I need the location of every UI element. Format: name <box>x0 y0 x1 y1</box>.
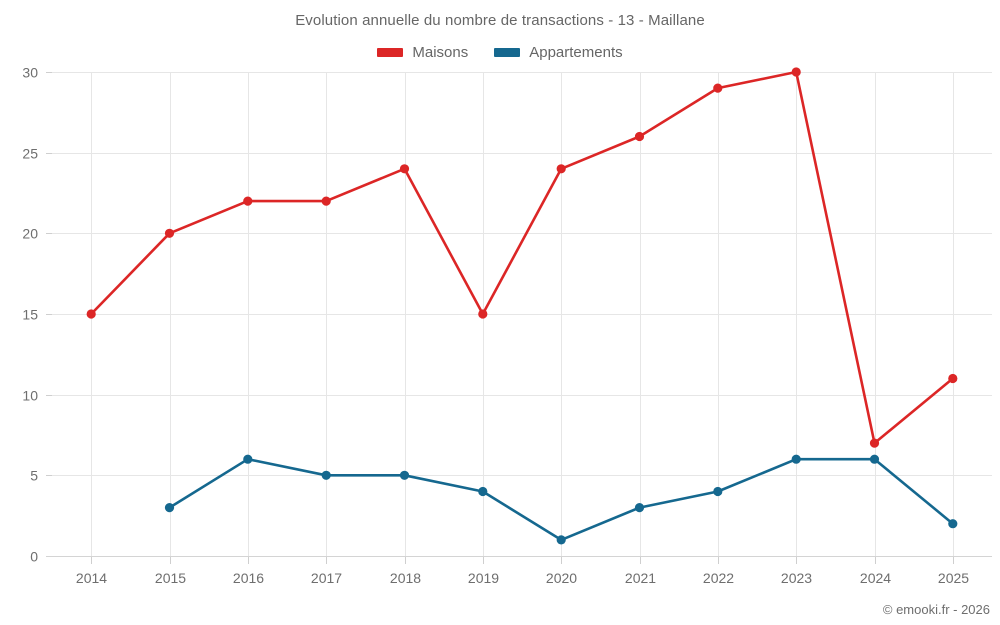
y-axis-tick-label: 15 <box>22 307 38 323</box>
x-axis-tick-label: 2017 <box>311 570 342 586</box>
data-point-maisons[interactable] <box>634 131 645 142</box>
chart-credit: © emooki.fr - 2026 <box>882 602 990 617</box>
y-axis-tick-label: 25 <box>22 146 38 162</box>
legend-item-label: Maisons <box>412 44 469 61</box>
x-axis-tick-label: 2016 <box>233 570 264 586</box>
series-line-maisons <box>89 70 955 445</box>
data-point-maisons[interactable] <box>399 164 410 174</box>
data-point-appartements[interactable] <box>399 470 410 480</box>
y-axis-tick-label: 30 <box>22 65 38 81</box>
data-point-appartements[interactable] <box>164 503 175 513</box>
x-axis-tick-label: 2020 <box>546 570 577 586</box>
data-point-maisons[interactable] <box>478 309 488 319</box>
data-point-maisons[interactable] <box>948 373 958 384</box>
y-axis-tick-label: 10 <box>22 388 38 404</box>
x-axis-tick-label: 2014 <box>76 570 107 586</box>
legend-item-maisons[interactable]: Maisons <box>377 44 468 61</box>
data-point-maisons[interactable] <box>791 67 801 77</box>
x-axis-tick-label: 2018 <box>390 570 421 586</box>
legend-swatch-icon <box>494 48 521 57</box>
data-point-maisons[interactable] <box>321 196 331 206</box>
data-point-appartements[interactable] <box>713 486 723 497</box>
data-point-appartements[interactable] <box>243 454 253 464</box>
data-point-appartements[interactable] <box>869 454 880 464</box>
data-point-maisons[interactable] <box>869 438 880 448</box>
x-axis-tick-label: 2019 <box>468 570 499 586</box>
x-axis-tick-label: 2024 <box>860 570 891 586</box>
x-axis-tick-label: 2025 <box>938 570 969 586</box>
x-axis-tick-label: 2021 <box>625 570 656 586</box>
x-axis-tick-label: 2022 <box>703 570 734 586</box>
x-axis-tick-label: 2023 <box>781 570 812 586</box>
data-point-appartements[interactable] <box>321 470 331 480</box>
data-point-appartements[interactable] <box>478 486 488 497</box>
data-point-maisons[interactable] <box>86 309 96 319</box>
data-point-maisons[interactable] <box>243 196 253 206</box>
legend-item-label: Appartements <box>529 44 623 61</box>
data-point-appartements[interactable] <box>634 503 645 513</box>
y-axis-tick-label: 5 <box>30 468 38 484</box>
legend-swatch-icon <box>377 48 404 57</box>
data-point-appartements[interactable] <box>556 535 566 545</box>
legend-item-appartements[interactable]: Appartements <box>494 44 623 61</box>
data-point-maisons[interactable] <box>556 164 566 174</box>
data-point-maisons[interactable] <box>164 228 175 238</box>
x-axis-tick-label: 2015 <box>155 570 186 586</box>
data-point-maisons[interactable] <box>713 83 723 93</box>
chart-title: Evolution annuelle du nombre de transact… <box>295 12 705 29</box>
y-axis-tick-label: 20 <box>22 226 38 242</box>
data-point-appartements[interactable] <box>948 519 958 529</box>
data-point-appartements[interactable] <box>791 454 801 464</box>
y-axis-tick-label: 0 <box>30 549 38 565</box>
chart-legend: Maisons Appartements <box>0 44 1000 61</box>
